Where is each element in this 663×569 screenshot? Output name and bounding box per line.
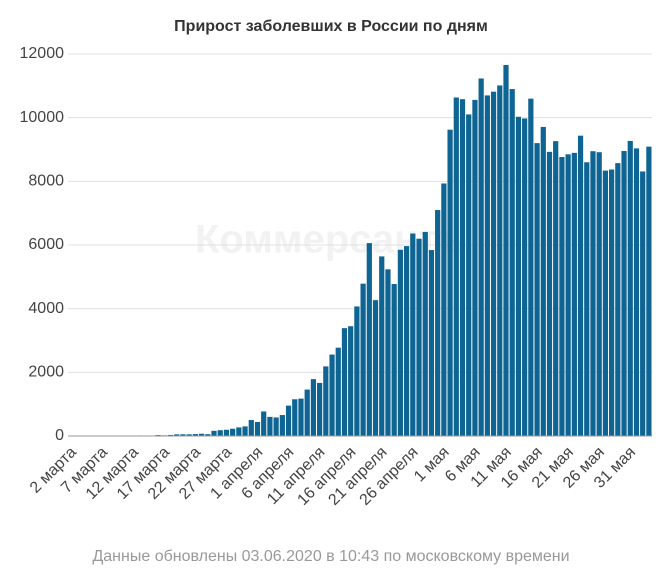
bar (180, 434, 186, 436)
bar (503, 64, 509, 436)
bar (298, 398, 304, 436)
bar (329, 354, 335, 436)
bar (571, 152, 577, 436)
bar (167, 434, 174, 436)
bar (540, 126, 546, 436)
bar (515, 116, 522, 436)
bar (261, 411, 267, 436)
bar (248, 420, 254, 436)
bar (279, 415, 285, 436)
bar (385, 269, 391, 436)
bar (435, 210, 441, 436)
y-tick-label: 10000 (20, 109, 65, 126)
y-tick-label: 2000 (28, 364, 64, 381)
bar (416, 238, 422, 436)
bar (615, 163, 621, 436)
bar (285, 405, 292, 436)
bar (621, 151, 627, 436)
bar (335, 347, 341, 436)
bar (186, 434, 192, 436)
bar (640, 171, 646, 436)
bar (522, 118, 528, 437)
bar (584, 162, 590, 436)
bar (422, 231, 428, 436)
bar (590, 151, 596, 436)
bar (205, 434, 211, 436)
bar (236, 427, 242, 436)
bar (646, 146, 652, 436)
bar (292, 399, 298, 436)
bar (391, 284, 397, 436)
bar (441, 183, 447, 436)
bar (403, 246, 410, 436)
bar (565, 154, 571, 437)
bar (490, 91, 497, 436)
bar (528, 98, 534, 436)
bar (459, 99, 466, 436)
bar (323, 366, 329, 436)
y-tick-label: 12000 (20, 45, 65, 62)
bar (273, 417, 279, 436)
bar (472, 99, 478, 437)
bar (211, 430, 217, 436)
bar (267, 416, 273, 436)
bar (466, 114, 472, 436)
bar (484, 95, 490, 437)
footnote: Данные обновлены 03.06.2020 в 10:43 по м… (92, 548, 569, 565)
bar (198, 433, 205, 436)
bar (192, 434, 198, 436)
y-tick-label: 4000 (28, 300, 64, 317)
bar (174, 434, 180, 436)
y-tick-label: 6000 (28, 236, 64, 253)
bar (304, 389, 310, 436)
bar (366, 243, 372, 436)
bar (341, 328, 348, 436)
bar (633, 148, 640, 436)
bar (254, 421, 261, 436)
bar (627, 140, 633, 436)
bar (546, 151, 553, 437)
bar (428, 250, 435, 436)
bar (478, 78, 484, 437)
bar (609, 169, 615, 436)
bar (379, 256, 385, 436)
bar (602, 170, 609, 436)
bar (577, 135, 584, 436)
bar (242, 426, 248, 436)
bar (354, 306, 360, 436)
bar (372, 300, 379, 436)
watermark: Коммерсантъ (195, 218, 467, 262)
y-tick-label: 0 (55, 427, 64, 444)
bar (348, 326, 354, 436)
bar (410, 233, 416, 436)
bar (447, 129, 453, 436)
chart-title: Прирост заболевших в России по дням (174, 18, 488, 35)
bar (534, 143, 540, 436)
bar (223, 429, 230, 436)
bar (553, 141, 559, 436)
bar (497, 85, 503, 437)
bar (310, 379, 317, 436)
bar (596, 152, 602, 437)
bar (397, 249, 403, 436)
bar (559, 157, 565, 436)
bar (317, 382, 323, 436)
bar (453, 97, 459, 436)
bar (217, 430, 223, 436)
bar (230, 428, 236, 436)
y-tick-label: 8000 (28, 173, 64, 190)
bar (509, 89, 515, 437)
bar (360, 283, 366, 436)
